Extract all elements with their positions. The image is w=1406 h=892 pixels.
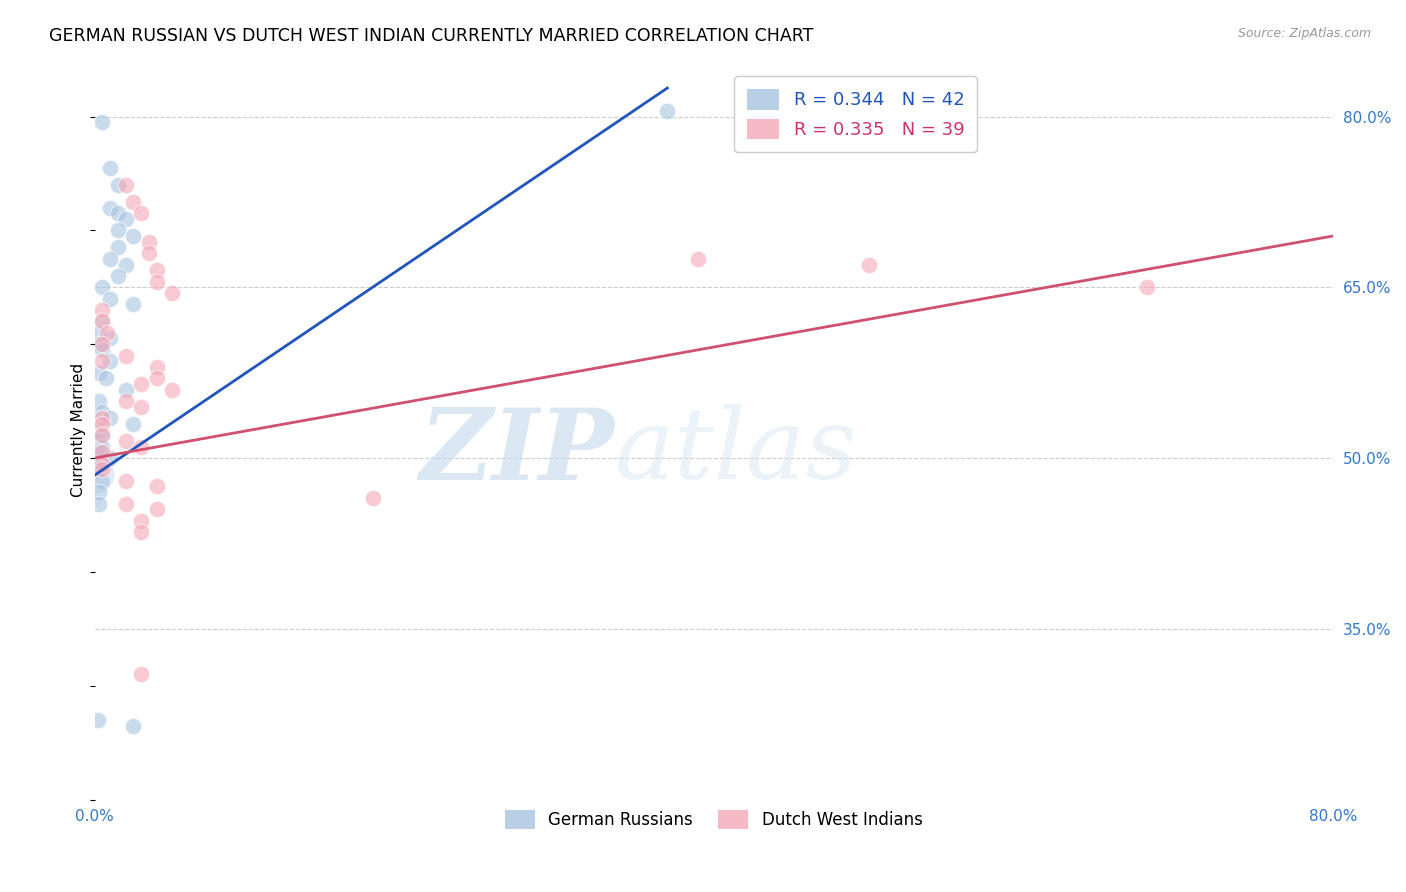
Point <box>91 428 114 442</box>
Point <box>89 434 111 448</box>
Point <box>114 258 136 272</box>
Point <box>89 337 111 351</box>
Point <box>91 303 114 318</box>
Point <box>91 428 114 442</box>
Point <box>657 103 679 118</box>
Point <box>138 246 160 260</box>
Point <box>145 479 167 493</box>
Point <box>98 201 121 215</box>
Point <box>91 405 114 419</box>
Point <box>89 485 111 500</box>
Point <box>138 235 160 249</box>
Point <box>89 462 111 476</box>
Point <box>91 280 114 294</box>
Point <box>122 229 145 244</box>
Point <box>160 383 183 397</box>
Point <box>107 268 129 283</box>
Legend: German Russians, Dutch West Indians: German Russians, Dutch West Indians <box>499 803 929 836</box>
Point <box>89 394 111 409</box>
Point <box>98 252 121 266</box>
Point <box>89 366 111 380</box>
Point <box>87 713 110 727</box>
Point <box>107 178 129 192</box>
Point <box>114 383 136 397</box>
Point <box>361 491 384 505</box>
Point <box>91 462 114 476</box>
Point <box>122 718 145 732</box>
Point <box>107 206 129 220</box>
Point <box>129 377 152 392</box>
Point <box>160 285 183 300</box>
Point <box>86 468 108 483</box>
Point <box>1136 280 1159 294</box>
Point <box>122 417 145 431</box>
Point <box>114 178 136 192</box>
Point <box>145 359 167 374</box>
Point <box>91 440 114 454</box>
Point <box>89 497 111 511</box>
Point <box>98 450 121 465</box>
Point <box>129 206 152 220</box>
Point <box>114 349 136 363</box>
Point <box>91 343 114 357</box>
Text: atlas: atlas <box>614 404 858 500</box>
Point <box>94 371 117 385</box>
Point <box>91 115 114 129</box>
Point <box>129 400 152 414</box>
Point <box>98 161 121 175</box>
Point <box>858 258 880 272</box>
Point <box>91 337 114 351</box>
Point <box>91 445 114 459</box>
Text: ZIP: ZIP <box>420 403 614 500</box>
Point <box>107 240 129 254</box>
Point <box>129 524 152 539</box>
Point <box>91 474 114 488</box>
Point <box>89 326 111 340</box>
Point <box>91 457 114 471</box>
Point <box>122 194 145 209</box>
Point <box>96 326 118 340</box>
Point <box>129 440 152 454</box>
Point <box>98 411 121 425</box>
Point <box>91 411 114 425</box>
Point <box>89 445 111 459</box>
Point <box>91 457 114 471</box>
Point <box>129 667 152 681</box>
Point <box>91 314 114 328</box>
Point <box>114 394 136 409</box>
Point <box>114 211 136 226</box>
Point <box>86 457 108 471</box>
Text: Source: ZipAtlas.com: Source: ZipAtlas.com <box>1237 27 1371 40</box>
Point <box>145 502 167 516</box>
Point <box>107 223 129 237</box>
Point <box>91 314 114 328</box>
Point <box>98 292 121 306</box>
Point <box>98 331 121 345</box>
Text: GERMAN RUSSIAN VS DUTCH WEST INDIAN CURRENTLY MARRIED CORRELATION CHART: GERMAN RUSSIAN VS DUTCH WEST INDIAN CURR… <box>49 27 814 45</box>
Point <box>122 297 145 311</box>
Point <box>145 263 167 277</box>
Point <box>145 275 167 289</box>
Point <box>98 354 121 368</box>
Point <box>145 371 167 385</box>
Point <box>114 434 136 448</box>
Point <box>688 252 710 266</box>
Point <box>114 474 136 488</box>
Point <box>91 354 114 368</box>
Point <box>89 423 111 437</box>
Point <box>114 497 136 511</box>
Y-axis label: Currently Married: Currently Married <box>72 362 86 497</box>
Point <box>91 417 114 431</box>
Point <box>129 514 152 528</box>
